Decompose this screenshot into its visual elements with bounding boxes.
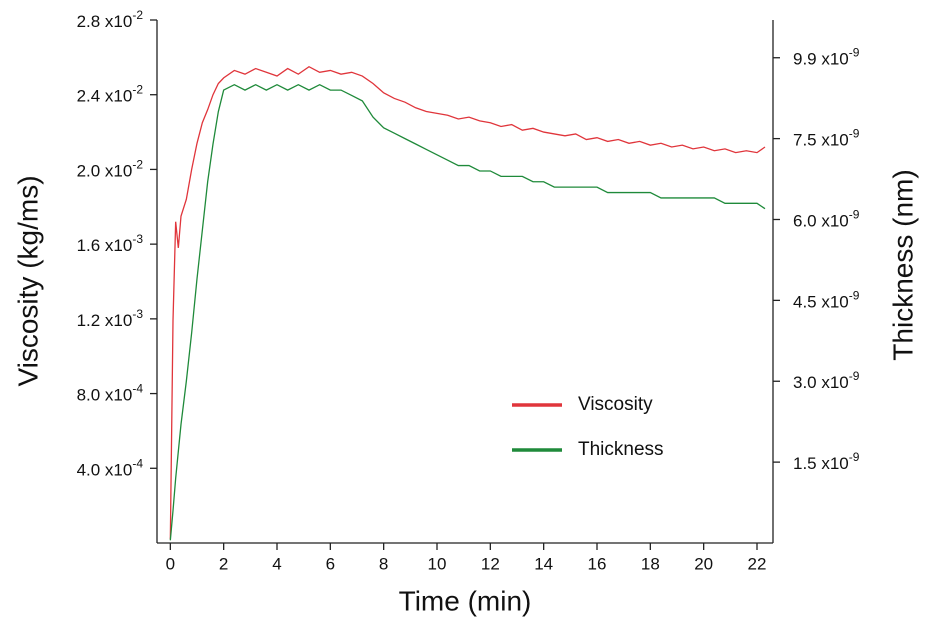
- y-tick-label: 8.0 x10-4: [77, 382, 144, 405]
- x-tick-label: 14: [534, 554, 553, 573]
- y-tick-label-exponent: -3: [132, 232, 143, 246]
- y-tick-label: 2.0 x10-2: [77, 158, 144, 181]
- x-tick-label: 2: [219, 554, 228, 573]
- y2-tick-label-mantissa: 4.5 x10: [793, 293, 849, 312]
- y2-tick-label-exponent: -9: [849, 369, 860, 383]
- legend-label: Viscosity: [578, 394, 653, 415]
- y-tick-label-mantissa: 2.4 x10: [77, 87, 133, 106]
- y-tick-label-mantissa: 1.6 x10: [77, 237, 133, 256]
- y2-tick-label-exponent: -9: [849, 289, 860, 303]
- y-tick-label-mantissa: 8.0 x10: [77, 386, 133, 405]
- y-tick-label-mantissa: 2.8 x10: [77, 12, 133, 31]
- y-tick-label-mantissa: 4.0 x10: [77, 461, 133, 480]
- y-tick-label-exponent: -2: [132, 83, 143, 97]
- x-tick-label: 8: [379, 554, 388, 573]
- y2-tick-label: 7.5 x10-9: [793, 127, 860, 150]
- y-tick-label: 1.6 x10-3: [77, 232, 144, 255]
- data-line: [169, 83, 766, 541]
- y-tick-label-mantissa: 1.2 x10: [77, 311, 133, 330]
- y2-tick-label-mantissa: 7.5 x10: [793, 131, 849, 150]
- y2-tick-label-exponent: -9: [849, 450, 860, 464]
- x-tick-label: 20: [694, 554, 713, 573]
- x-tick-label: 4: [272, 554, 281, 573]
- x-tick-label: 16: [588, 554, 607, 573]
- y-tick-label: 2.8 x10-2: [77, 8, 144, 31]
- y-tick-label-exponent: -2: [132, 158, 143, 172]
- y2-tick-label: 6.0 x10-9: [793, 208, 860, 231]
- axes: [156, 20, 774, 544]
- y-tick-label-exponent: -3: [132, 307, 143, 321]
- y2-tick-label-exponent: -9: [849, 208, 860, 222]
- y2-tick-label: 4.5 x10-9: [793, 289, 860, 312]
- y2-tick-label: 1.5 x10-9: [793, 450, 860, 473]
- x-tick-label: 12: [481, 554, 500, 573]
- y-tick-label: 4.0 x10-4: [77, 456, 144, 479]
- data-line: [169, 65, 766, 540]
- y-tick-label: 1.2 x10-3: [77, 307, 144, 330]
- y2-tick-label-exponent: -9: [849, 127, 860, 141]
- y-tick-label-exponent: -4: [132, 382, 143, 396]
- y-tick-label: 2.4 x10-2: [77, 83, 144, 106]
- y-tick-label-exponent: -2: [132, 8, 143, 22]
- y2-tick-label-exponent: -9: [849, 46, 860, 60]
- y2-tick-label: 3.0 x10-9: [793, 369, 860, 392]
- x-tick-label: 6: [326, 554, 335, 573]
- y2-tick-label-mantissa: 3.0 x10: [793, 374, 849, 393]
- x-axis-title: Time (min): [399, 585, 532, 616]
- y-tick-label-mantissa: 2.0 x10: [77, 162, 133, 181]
- y2-tick-label-mantissa: 9.9 x10: [793, 50, 849, 69]
- y2-axis-title: Thickness (nm): [887, 169, 918, 360]
- y-axis-title: Viscosity (kg/ms): [12, 175, 43, 386]
- x-tick-label: 0: [166, 554, 175, 573]
- x-tick-label: 10: [428, 554, 447, 573]
- legend-label: Thickness: [578, 439, 664, 460]
- y-tick-label-exponent: -4: [132, 456, 143, 470]
- x-tick-label: 18: [641, 554, 660, 573]
- y2-tick-label: 9.9 x10-9: [793, 46, 860, 69]
- x-tick-label: 22: [748, 554, 767, 573]
- y2-tick-label-mantissa: 1.5 x10: [793, 455, 849, 474]
- y2-tick-label-mantissa: 6.0 x10: [793, 212, 849, 231]
